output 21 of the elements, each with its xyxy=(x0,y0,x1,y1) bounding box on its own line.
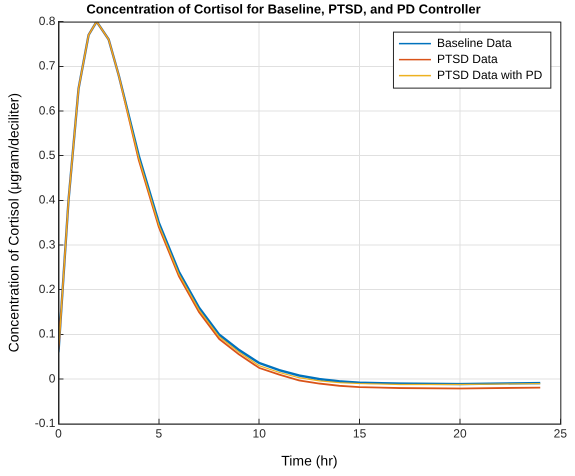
chart-title: Concentration of Cortisol for Baseline, PTSD, and PD Controller xyxy=(86,1,481,16)
x-tick-label: 5 xyxy=(156,426,163,440)
x-axis-title: Time (hr) xyxy=(281,452,338,468)
y-tick-label: 0.1 xyxy=(38,326,56,341)
y-tick-label: -0.1 xyxy=(34,416,56,430)
x-tick-label: 20 xyxy=(453,426,467,440)
y-tick-label: 0.3 xyxy=(38,237,56,252)
y-tick-label: 0 xyxy=(48,371,56,386)
legend-label: PTSD Data xyxy=(436,52,498,66)
y-tick-label: 0.6 xyxy=(38,103,56,118)
legend-label: PTSD Data with PD xyxy=(436,68,543,82)
x-tick-label: 15 xyxy=(352,426,367,440)
y-tick-label: 0.4 xyxy=(38,192,56,207)
y-tick-label: 0.7 xyxy=(38,58,56,73)
y-tick-label: 0.8 xyxy=(38,14,56,28)
y-tick-label: 0.2 xyxy=(38,282,56,296)
y-axis-title: Concentration of Cortisol (μgram/deciliter) xyxy=(5,93,22,352)
y-tick-label: 0.5 xyxy=(38,148,56,162)
x-tick-label: 10 xyxy=(252,426,266,440)
x-tick-label: 25 xyxy=(554,426,568,440)
legend-label: Baseline Data xyxy=(436,36,512,50)
